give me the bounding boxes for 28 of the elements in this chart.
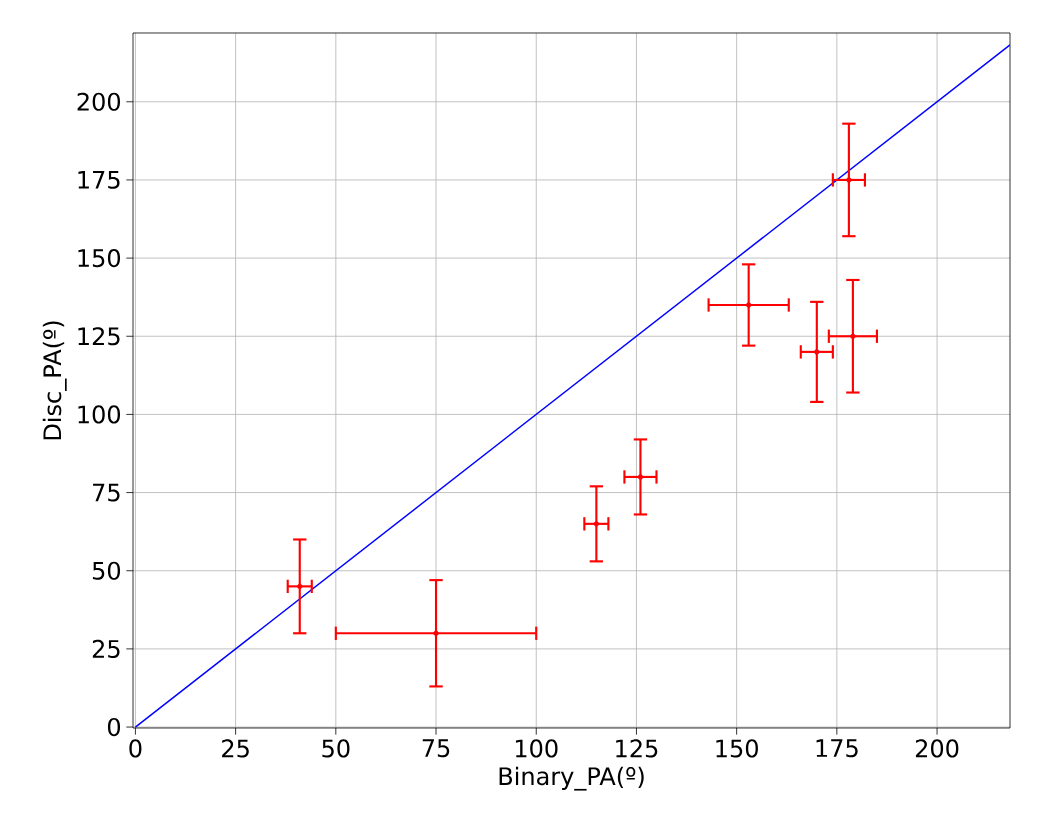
point [433, 630, 439, 636]
point [814, 349, 820, 355]
x-tick-label: 125 [616, 739, 658, 758]
point [746, 302, 752, 308]
x-tick-label: 175 [816, 739, 858, 758]
x-axis-title: Binary_PA(º) [499, 766, 644, 791]
point [850, 333, 856, 339]
x-tick-label: 25 [222, 739, 249, 758]
y-tick-label: 100 [78, 405, 121, 424]
y-tick-label: 150 [78, 249, 121, 268]
y-tick-label: 75 [93, 483, 120, 502]
y-tick-label: 0 [107, 717, 121, 737]
y-tick-label: 50 [92, 561, 121, 580]
point [846, 177, 852, 183]
y-tick-label: 25 [92, 639, 120, 658]
y-tick-label: 200 [77, 92, 121, 111]
point [297, 583, 303, 590]
point [593, 521, 600, 527]
x-tick-label: 100 [515, 739, 558, 758]
y-axis-title: Disc_PA(º) [42, 321, 67, 440]
x-tick-label: 75 [422, 739, 450, 758]
x-tick-label: 0 [129, 739, 142, 758]
x-tick-label: 200 [915, 739, 959, 758]
x-tick-label: 50 [322, 739, 350, 758]
y-tick-label: 125 [78, 327, 120, 346]
y-tick-label: 175 [78, 171, 120, 189]
point [637, 474, 644, 480]
x-tick-label: 150 [716, 739, 758, 758]
